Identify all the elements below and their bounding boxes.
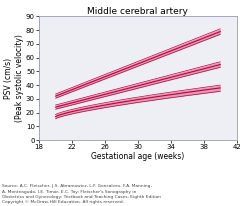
X-axis label: Gestational age (weeks): Gestational age (weeks)	[91, 152, 184, 161]
Text: Source: A.C. Fleischer, J.S. Abramowicz, L.F. Goncalves, F.A. Manning,
A. Montea: Source: A.C. Fleischer, J.S. Abramowicz,…	[2, 184, 162, 204]
Y-axis label: PSV (cm/s)
(Peak systolic velocity): PSV (cm/s) (Peak systolic velocity)	[4, 34, 24, 122]
Title: Middle cerebral artery: Middle cerebral artery	[87, 7, 188, 16]
